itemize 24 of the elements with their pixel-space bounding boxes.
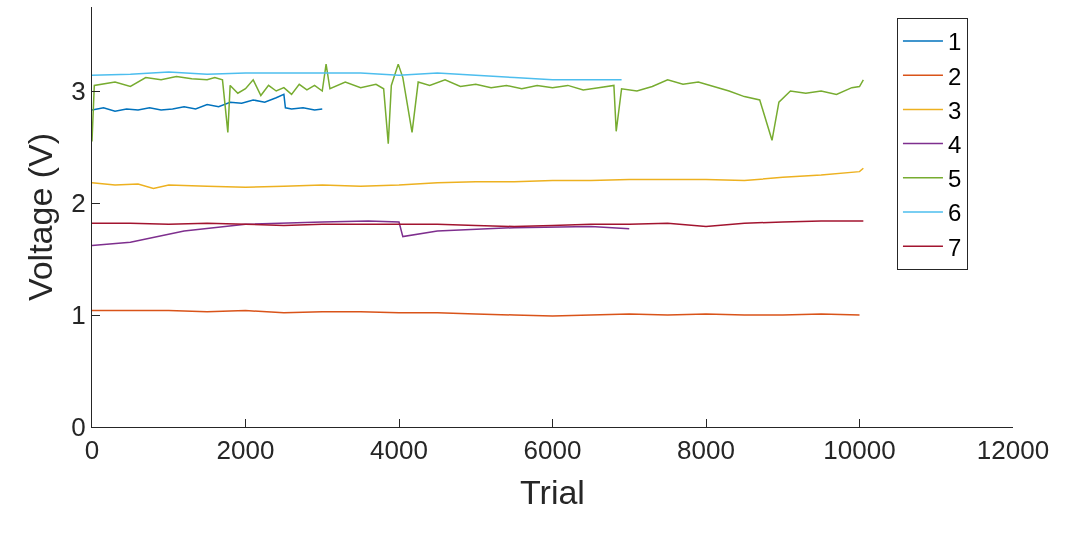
line-series bbox=[92, 63, 865, 145]
line-series bbox=[92, 93, 323, 112]
x-tick-label: 8000 bbox=[677, 435, 735, 466]
x-tick-label: 4000 bbox=[370, 435, 428, 466]
x-tick-label: 2000 bbox=[216, 435, 275, 466]
legend-label: 1 bbox=[947, 28, 962, 56]
legend-label: 6 bbox=[947, 199, 962, 227]
y-tick-label: 3 bbox=[71, 76, 86, 107]
line-series bbox=[92, 71, 623, 81]
x-tick-label: 10000 bbox=[823, 435, 896, 466]
y-axis-title: Voltage (V) bbox=[20, 132, 59, 302]
line-series bbox=[92, 220, 630, 247]
legend-label: 7 bbox=[947, 233, 962, 261]
y-tick-label: 0 bbox=[71, 412, 86, 443]
legend-label: 3 bbox=[947, 96, 962, 124]
legend-label: 4 bbox=[947, 130, 962, 158]
y-tick-label: 2 bbox=[71, 188, 86, 219]
x-tick-label: 6000 bbox=[523, 435, 582, 466]
x-axis-title: Trial bbox=[520, 472, 585, 511]
legend-label: 5 bbox=[947, 165, 962, 193]
legend-label: 2 bbox=[947, 62, 962, 90]
x-tick-label: 12000 bbox=[976, 435, 1050, 466]
y-tick-label: 1 bbox=[71, 300, 86, 331]
line-series bbox=[92, 167, 865, 190]
